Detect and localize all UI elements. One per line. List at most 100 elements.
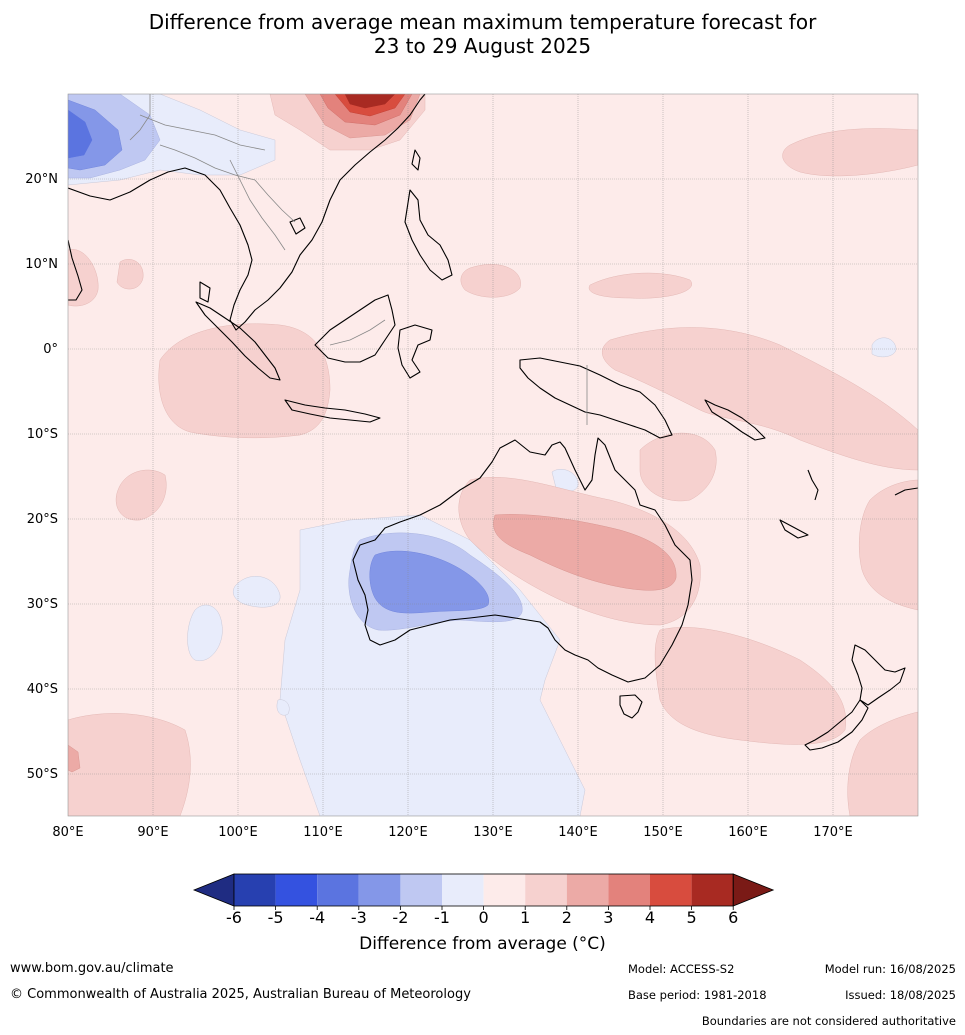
lat-label: 50°S [27,767,58,782]
border-asia-4 [254,179,296,223]
legend-swatch [691,874,734,906]
footer-model: Model: ACCESS-S2 [628,962,735,976]
footer-website: www.bom.gov.au/climate [10,961,174,976]
border-borneo [329,319,386,346]
footer-issued: Issued: 18/08/2025 [845,988,956,1002]
legend-tick-label: -5 [268,908,284,927]
coast-new-zealand-north [851,644,906,706]
cool-patch-west-1 [233,576,281,608]
title-line-2: 23 to 29 August 2025 [373,34,592,58]
legend-tick-label: 1 [520,908,530,927]
coast-sulawesi [397,324,433,379]
coast-hainan [289,217,306,235]
legend-swatch [566,874,609,906]
footer-copyright: © Commonwealth of Australia 2025, Austra… [10,987,471,1002]
longitude-labels: 80°E 90°E 100°E 110°E 120°E 130°E 140°E … [52,825,852,840]
footer-disclaimer: Boundaries are not considered authoritat… [701,1014,956,1028]
lon-label: 100°E [218,825,258,840]
lon-label: 140°E [558,825,598,840]
border-asia-1 [139,114,266,151]
lat-label: 40°S [27,682,58,697]
warm-region-indian-ocean-2 [115,469,167,521]
coast-sumatra [195,301,281,381]
warm-region-coral-sea [639,432,717,502]
warm-region-india-spot [116,259,144,290]
coast-solomon-islands [704,399,766,441]
legend-tick-label: -4 [309,908,325,927]
color-bar: -6 -5 -4 -3 -2 -1 0 1 2 3 4 5 6 [192,873,775,927]
graticule [68,94,918,816]
coast-sri-lanka [199,281,211,303]
lon-label: 160°E [728,825,768,840]
coast-new-zealand-south [804,699,869,751]
lon-label: 170°E [813,825,853,840]
coast-fiji [894,487,918,496]
cool-patch-west-2 [187,604,223,661]
legend-swatch-extend-high [732,873,775,907]
lon-label: 120°E [388,825,428,840]
warm-region-north-pacific [782,128,918,177]
coast-tasmania [619,694,643,719]
coast-borneo [314,294,396,363]
legend-swatch [234,874,276,906]
legend-tick-label: 6 [728,908,738,927]
footer-model-run: Model run: 16/08/2025 [824,962,956,976]
lon-label: 110°E [303,825,343,840]
legend-swatch [483,874,526,906]
warm-region-southeast [847,711,918,816]
cool-region-india-4 [68,109,93,159]
legend-swatch [317,874,359,906]
lon-label: 90°E [137,825,168,840]
lon-label: 130°E [473,825,513,840]
coast-philippines [404,189,453,281]
legend-tick-label: 4 [645,908,655,927]
coast-vanuatu [807,469,819,501]
lat-label: 10°S [27,427,58,442]
legend-swatch [358,874,401,906]
warm-region-tasman [654,627,847,745]
lat-label: 10°N [25,257,58,272]
legend-tick-label: 5 [687,908,697,927]
legend-tick-label: -6 [226,908,242,927]
legend-tick-label: -2 [392,908,408,927]
footer-base-period: Base period: 1981-2018 [628,988,767,1002]
title-line-1: Difference from average mean maximum tem… [148,10,817,34]
coast-taiwan [411,149,421,171]
legend-tick-label: -1 [434,908,450,927]
warm-region-indian-ocean [158,323,331,439]
country-borders [129,94,588,425]
lon-label: 150°E [643,825,683,840]
legend-tick-label: 2 [562,908,572,927]
coast-australia [352,437,693,683]
warm-region-east-china-5 [344,94,396,109]
coast-java [284,399,381,423]
lat-label: 20°S [27,512,58,527]
cool-spot-pacific [871,337,897,358]
warm-region-south-indian-2 [68,744,81,773]
warm-region-east-nz [858,479,918,611]
warm-region-south-indian [68,713,191,816]
lon-label: 80°E [52,825,83,840]
legend-swatch [525,874,567,906]
legend-swatch-extend-low [192,873,235,907]
legend-tick-label: 0 [479,908,489,927]
map-field [68,94,918,816]
warm-region-india-west [68,249,99,307]
warm-region-north-pacific-3 [588,272,692,299]
border-asia-3 [229,159,286,251]
legend-swatch [275,874,318,906]
cool-region-wa-2 [369,550,490,614]
map-title: Difference from average mean maximum tem… [0,10,965,58]
legend-swatch [650,874,692,906]
warm-region-north-pacific-2 [460,264,521,298]
map-frame [67,93,919,817]
legend-tick-label: 3 [603,908,613,927]
legend-swatch [442,874,484,906]
coast-mainland-asia [68,94,426,331]
cool-patch-west-3 [276,699,290,716]
legend-swatch [608,874,650,906]
lat-label: 20°N [25,172,58,187]
legend-tick-label: -3 [351,908,367,927]
warm-region-pacific-band [602,327,918,471]
